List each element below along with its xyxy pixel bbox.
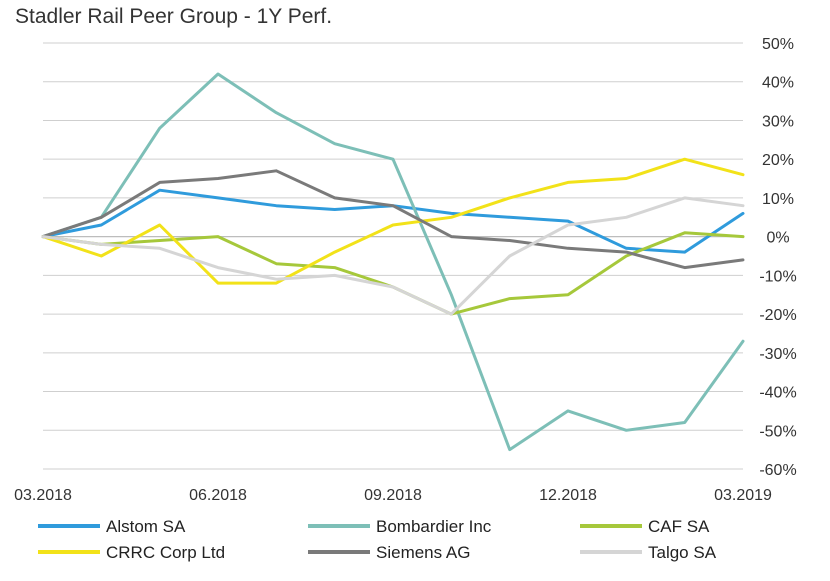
series-line bbox=[41, 231, 745, 316]
y-tick-label: 20% bbox=[762, 152, 794, 169]
legend-label: Alstom SA bbox=[106, 517, 186, 536]
y-tick-label: -60% bbox=[759, 462, 796, 479]
series-line bbox=[41, 196, 745, 316]
series-line bbox=[41, 72, 745, 452]
x-tick-label: 06.2018 bbox=[189, 487, 247, 504]
series-line bbox=[41, 169, 745, 270]
series-line bbox=[41, 188, 745, 254]
y-tick-label: 10% bbox=[762, 191, 794, 208]
legend-label: Siemens AG bbox=[376, 543, 471, 562]
x-tick-label: 03.2018 bbox=[14, 487, 72, 504]
x-tick-label: 03.2019 bbox=[714, 487, 772, 504]
legend-label: Bombardier Inc bbox=[376, 517, 492, 536]
y-tick-label: -10% bbox=[759, 268, 796, 285]
y-tick-label: -40% bbox=[759, 385, 796, 402]
legend-label: CRRC Corp Ltd bbox=[106, 543, 225, 562]
y-tick-label: 0% bbox=[766, 230, 789, 247]
legend: Alstom SA Bombardier Inc CAF SA CRRC Corp L… bbox=[38, 517, 717, 562]
x-axis-ticks: 03.2018 06.2018 09.2018 12.2018 03.2019 bbox=[14, 487, 772, 504]
grid bbox=[43, 42, 743, 470]
y-tick-label: 50% bbox=[762, 36, 794, 53]
series-line bbox=[41, 157, 745, 285]
y-axis-ticks: 50% 40% 30% 20% 10% 0% -10% -20% -30% -40% -50% -60… bbox=[759, 36, 796, 479]
series-lines bbox=[41, 72, 745, 452]
x-tick-label: 09.2018 bbox=[364, 487, 422, 504]
x-tick-label: 12.2018 bbox=[539, 487, 597, 504]
y-tick-label: -50% bbox=[759, 423, 796, 440]
y-tick-label: 30% bbox=[762, 113, 794, 130]
y-tick-label: 40% bbox=[762, 75, 794, 92]
y-tick-label: -20% bbox=[759, 307, 796, 324]
legend-label: CAF SA bbox=[648, 517, 710, 536]
y-tick-label: -30% bbox=[759, 346, 796, 363]
chart-title: Stadler Rail Peer Group - 1Y Perf. bbox=[15, 5, 332, 28]
legend-label: Talgo SA bbox=[648, 543, 717, 562]
